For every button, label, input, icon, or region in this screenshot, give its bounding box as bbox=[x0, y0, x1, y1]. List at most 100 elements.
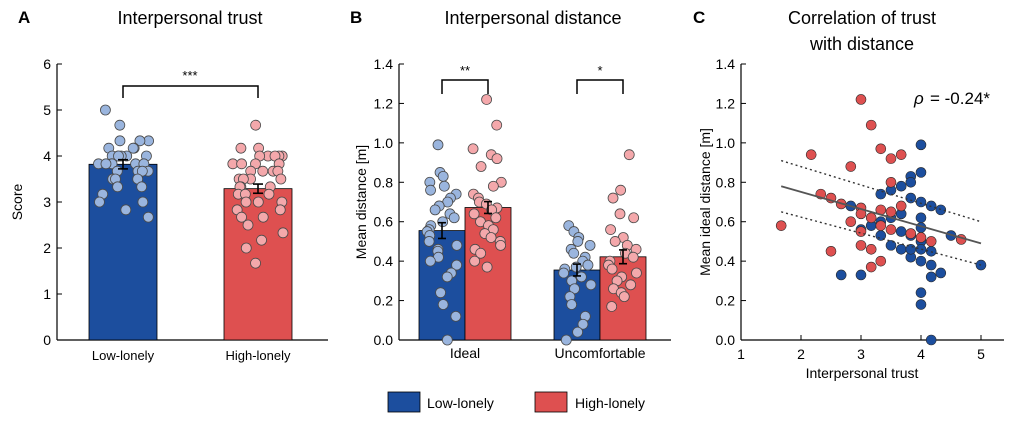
legend-label-low-lonely: Low-lonely bbox=[427, 395, 494, 411]
scatter-point bbox=[905, 192, 917, 204]
scatter-point bbox=[935, 204, 947, 216]
scatter-point bbox=[915, 232, 927, 243]
scatter-point bbox=[825, 245, 837, 257]
data-point bbox=[572, 236, 584, 247]
data-point bbox=[242, 219, 254, 231]
c-ytick-label: 1.2 bbox=[716, 95, 736, 111]
data-point bbox=[469, 255, 481, 267]
data-point bbox=[441, 271, 453, 283]
data-point bbox=[257, 165, 269, 177]
data-point bbox=[475, 247, 487, 259]
scatter-point bbox=[865, 244, 877, 255]
data-point bbox=[263, 188, 275, 200]
c-xtick-label: 2 bbox=[797, 346, 805, 362]
data-point bbox=[584, 239, 596, 251]
scatter-point bbox=[915, 212, 927, 224]
legend-swatch-high-lonely bbox=[534, 391, 568, 413]
scatter-point bbox=[895, 226, 907, 237]
scatter-point bbox=[915, 244, 927, 255]
xlabel-c: Interpersonal trust bbox=[806, 365, 919, 381]
scatter-point bbox=[885, 206, 897, 218]
c-xtick-label: 4 bbox=[917, 346, 925, 362]
scatter-point bbox=[865, 261, 877, 273]
title-c-line2: with distance bbox=[809, 34, 914, 54]
significance-a: *** bbox=[182, 68, 197, 83]
ylabel-c: Mean ideal distance [m] bbox=[697, 128, 713, 276]
data-point bbox=[607, 192, 619, 204]
data-point bbox=[120, 204, 132, 216]
data-point bbox=[424, 255, 436, 267]
data-point bbox=[250, 119, 262, 131]
c-xtick-label: 1 bbox=[737, 346, 745, 362]
data-point bbox=[481, 261, 493, 273]
data-point bbox=[432, 139, 444, 151]
data-point bbox=[134, 135, 146, 147]
panel-label-a: A bbox=[18, 8, 30, 27]
data-point bbox=[435, 287, 446, 299]
data-point bbox=[423, 236, 435, 247]
panel-label-b: B bbox=[350, 8, 362, 27]
data-point bbox=[438, 180, 450, 192]
data-point bbox=[100, 158, 112, 170]
scatter-point bbox=[915, 255, 927, 267]
data-point bbox=[558, 267, 570, 279]
data-point bbox=[437, 299, 449, 310]
data-point bbox=[560, 334, 572, 346]
data-point bbox=[450, 310, 462, 322]
scatter-point bbox=[835, 269, 847, 281]
data-point bbox=[142, 211, 154, 223]
scatter-point bbox=[935, 267, 947, 279]
c-ytick-label: 0.8 bbox=[716, 174, 736, 190]
data-point bbox=[490, 212, 502, 224]
data-point bbox=[631, 267, 642, 279]
data-point bbox=[569, 283, 580, 295]
data-point bbox=[425, 184, 436, 196]
data-point bbox=[240, 242, 252, 254]
scatter-point bbox=[905, 176, 917, 188]
b-ytick-label: 1.0 bbox=[374, 135, 394, 151]
scatter-point bbox=[855, 240, 867, 251]
a-ytick-label: 4 bbox=[43, 148, 51, 164]
data-point bbox=[628, 212, 640, 224]
scatter-point bbox=[895, 200, 907, 212]
c-ytick-label: 0.4 bbox=[716, 253, 736, 269]
scatter-point bbox=[885, 153, 897, 164]
c-ytick-label: 1.4 bbox=[716, 56, 736, 72]
b-ytick-label: 1.2 bbox=[374, 95, 394, 111]
scatter-point bbox=[915, 167, 927, 178]
significance-bracket bbox=[576, 79, 624, 94]
data-point bbox=[240, 196, 252, 208]
data-point bbox=[114, 119, 126, 131]
data-point bbox=[256, 234, 267, 246]
data-point bbox=[568, 247, 580, 259]
c-xtick-label: 5 bbox=[977, 346, 985, 362]
c-ytick-label: 0.2 bbox=[716, 293, 736, 309]
data-point bbox=[437, 170, 449, 182]
data-point bbox=[275, 173, 287, 185]
data-point bbox=[487, 180, 499, 192]
scatter-point bbox=[915, 139, 927, 151]
data-point bbox=[623, 149, 635, 161]
title-b: Interpersonal distance bbox=[444, 8, 621, 28]
significance-bracket bbox=[441, 79, 489, 94]
scatter-point bbox=[885, 240, 897, 251]
data-point bbox=[481, 94, 492, 105]
data-point bbox=[448, 212, 460, 224]
data-point bbox=[100, 104, 111, 116]
scatter-point bbox=[915, 196, 927, 208]
xtick-a-high: High-lonely bbox=[225, 348, 291, 363]
data-point bbox=[491, 119, 503, 131]
scatter-point bbox=[885, 176, 897, 188]
scatter-point bbox=[925, 259, 937, 271]
scatter-point bbox=[915, 299, 927, 310]
data-point bbox=[441, 334, 453, 346]
data-point bbox=[277, 227, 289, 239]
data-point bbox=[615, 184, 627, 196]
data-point bbox=[576, 271, 587, 283]
data-point bbox=[566, 299, 578, 310]
scatter-point bbox=[855, 94, 867, 105]
b-ytick-label: 0.6 bbox=[374, 214, 394, 230]
data-point bbox=[257, 211, 269, 223]
data-point bbox=[137, 196, 149, 208]
